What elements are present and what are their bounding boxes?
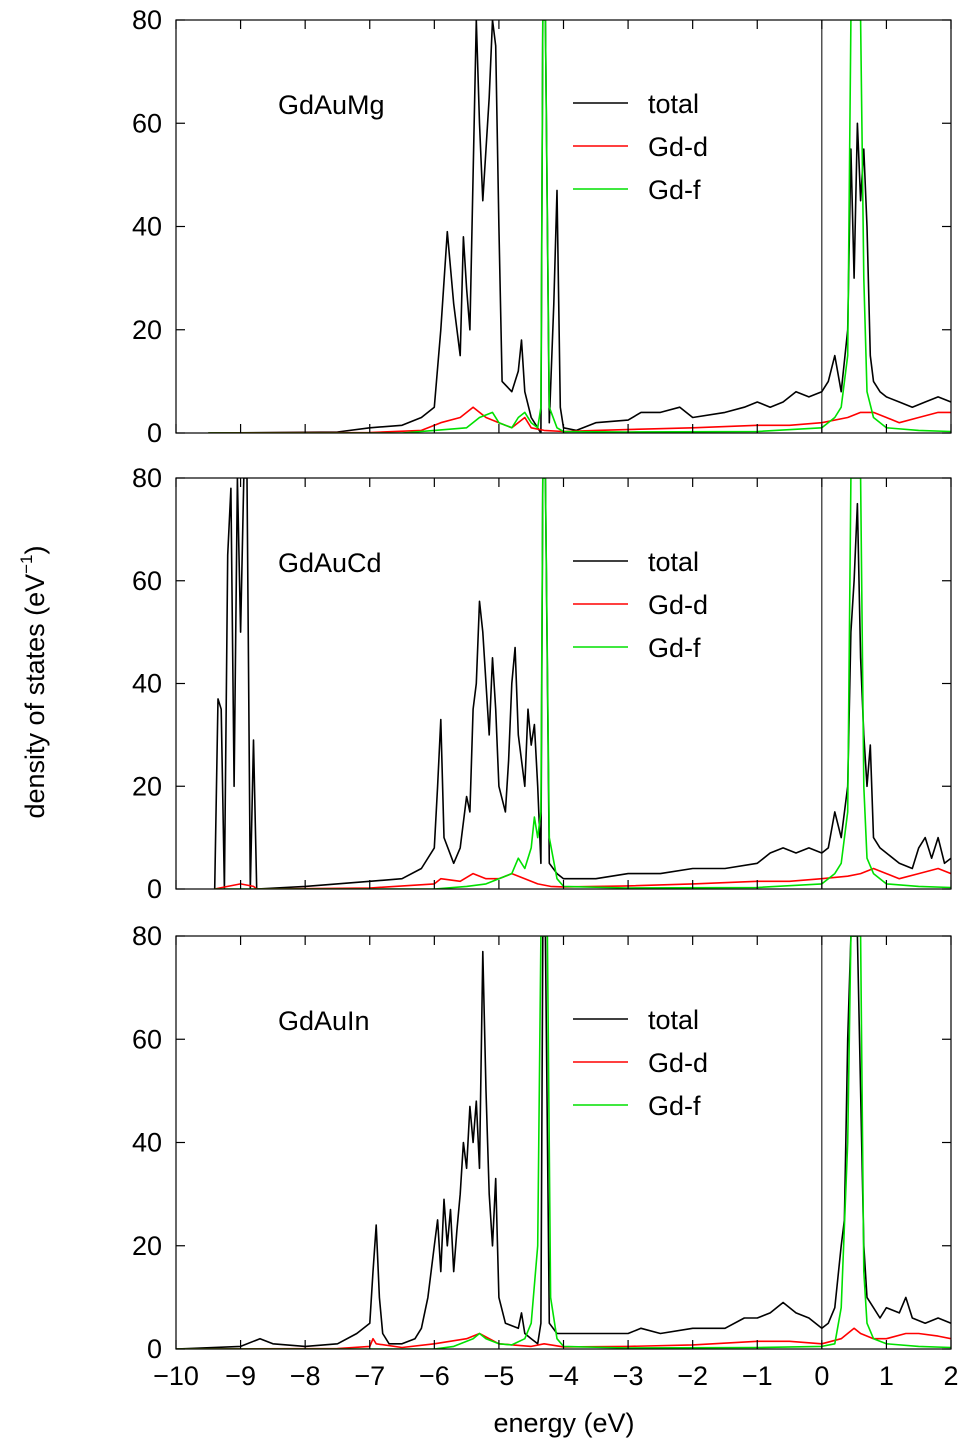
series-group xyxy=(176,936,951,1349)
legend-label: Gd-f xyxy=(648,633,701,663)
legend-label: Gd-d xyxy=(648,132,708,162)
panel-label: GdAuMg xyxy=(278,90,385,120)
y-tick-label: 20 xyxy=(132,771,162,801)
y-tick-label: 60 xyxy=(132,566,162,596)
x-tick-label: −1 xyxy=(742,1361,773,1391)
y-tick-label: 80 xyxy=(132,5,162,35)
plot-frame xyxy=(175,935,952,1350)
legend-label: total xyxy=(648,547,699,577)
series-line-total xyxy=(213,478,951,889)
y-tick-label: 0 xyxy=(147,1334,162,1364)
legend-label: Gd-f xyxy=(648,175,701,205)
y-tick-label: 80 xyxy=(132,463,162,493)
legend-label: total xyxy=(648,89,699,119)
series-line-total xyxy=(208,20,951,433)
y-tick-label: 40 xyxy=(132,669,162,699)
y-tick-label: 20 xyxy=(132,315,162,345)
legend: total Gd-d Gd-f xyxy=(573,547,708,663)
panel-gdaumg: 0 20 40 60 80 GdAuMg total Gd-d Gd-f xyxy=(132,5,952,448)
panel-gdaucd: 0 20 40 60 80 GdAuCd total Gd-d Gd-f xyxy=(132,463,952,904)
y-axis-label: density of states (eV−1) xyxy=(17,545,50,818)
plot-frame xyxy=(175,477,952,890)
series-line-gd-f xyxy=(176,936,951,1349)
legend: total Gd-d Gd-f xyxy=(573,1005,708,1121)
legend-label: total xyxy=(648,1005,699,1035)
series-line-gd-f xyxy=(214,478,951,889)
x-tick-label: 2 xyxy=(943,1361,958,1391)
y-tick-label: 40 xyxy=(132,212,162,242)
series-line-gd-d xyxy=(214,867,951,889)
x-axis-label: energy (eV) xyxy=(493,1408,634,1438)
series-line-gd-f xyxy=(208,20,951,433)
y-tick-label: 0 xyxy=(147,418,162,448)
panel-label: GdAuCd xyxy=(278,548,382,578)
y-tick-label: 0 xyxy=(147,874,162,904)
x-tick-label: −4 xyxy=(548,1361,579,1391)
series-group xyxy=(213,478,951,889)
legend-label: Gd-f xyxy=(648,1091,701,1121)
series-group xyxy=(208,20,951,433)
y-tick-label: 80 xyxy=(132,921,162,951)
panel-label: GdAuIn xyxy=(278,1006,370,1036)
x-tick-label: −7 xyxy=(354,1361,385,1391)
series-line-total xyxy=(176,936,951,1349)
x-tick-label: 0 xyxy=(814,1361,829,1391)
x-tick-label: −8 xyxy=(290,1361,321,1391)
plot-frame xyxy=(175,19,952,434)
x-tick-label: −6 xyxy=(419,1361,450,1391)
x-tick-label: −5 xyxy=(484,1361,515,1391)
x-tick-label: −2 xyxy=(677,1361,708,1391)
x-tick-label: −10 xyxy=(153,1361,199,1391)
legend-label: Gd-d xyxy=(648,1048,708,1078)
legend-label: Gd-d xyxy=(648,590,708,620)
x-tick-label: 1 xyxy=(879,1361,894,1391)
x-tick-label: −3 xyxy=(613,1361,644,1391)
y-tick-label: 60 xyxy=(132,1024,162,1054)
y-tick-label: 60 xyxy=(132,108,162,138)
y-tick-label: 40 xyxy=(132,1128,162,1158)
legend: total Gd-d Gd-f xyxy=(573,89,708,205)
x-tick-label: −9 xyxy=(225,1361,256,1391)
y-tick-label: 20 xyxy=(132,1231,162,1261)
